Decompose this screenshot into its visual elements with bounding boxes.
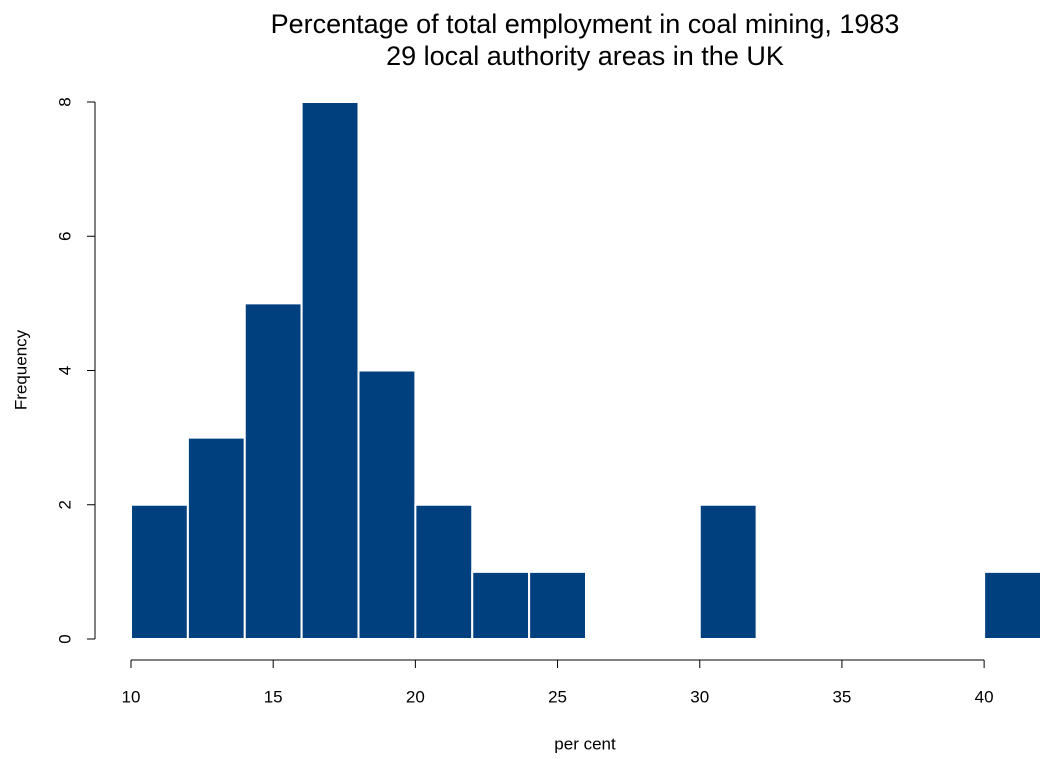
bar	[243, 302, 303, 640]
y-tick-label: 0	[55, 634, 74, 643]
x-tick-label: 40	[975, 687, 994, 706]
x-tick-label: 20	[406, 687, 425, 706]
x-tick-label: 35	[832, 687, 851, 706]
y-tick-label: 6	[55, 232, 74, 241]
y-tick-label: 8	[55, 97, 74, 106]
bar	[414, 503, 474, 640]
x-tick-label: 30	[690, 687, 709, 706]
bar	[357, 369, 417, 640]
x-tick-label: 15	[264, 687, 283, 706]
bar	[528, 570, 587, 640]
y-tick-label: 4	[55, 366, 74, 375]
bar	[471, 570, 531, 640]
bar	[186, 436, 246, 640]
chart-subtitle: 29 local authority areas in the UK	[386, 41, 784, 71]
bar	[983, 570, 1041, 640]
chart-title: Percentage of total employment in coal m…	[271, 9, 900, 39]
x-tick-label: 25	[548, 687, 567, 706]
bar	[698, 503, 758, 640]
y-axis-label: Frequency	[11, 329, 30, 410]
bar	[300, 101, 360, 640]
x-tick-label: 10	[122, 687, 141, 706]
x-axis-label: per cent	[554, 734, 616, 753]
bar	[130, 503, 189, 640]
y-tick-label: 2	[55, 500, 74, 509]
